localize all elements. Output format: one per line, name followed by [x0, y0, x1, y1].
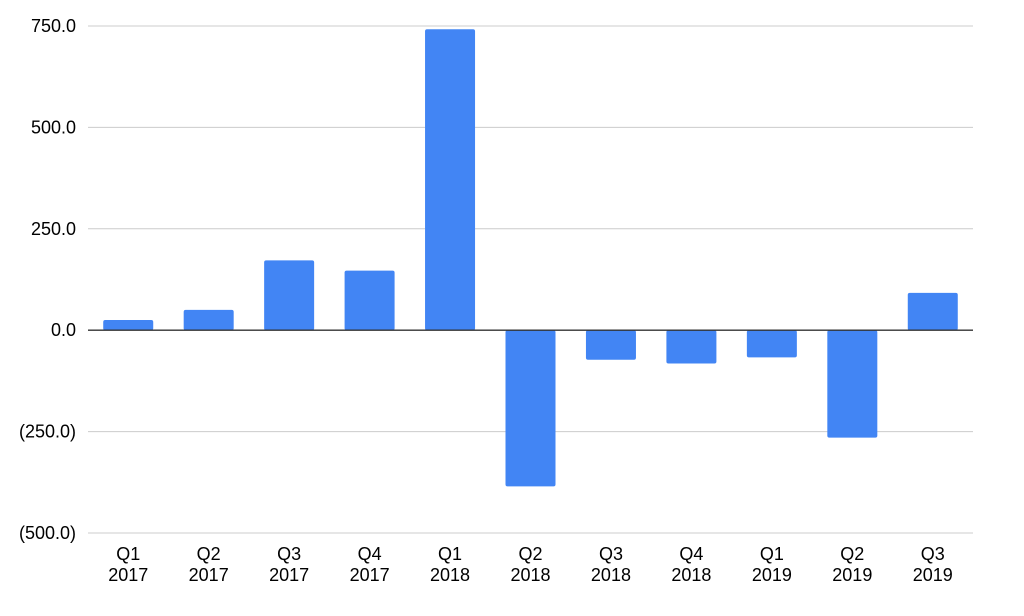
- x-tick-label: Q2 2019: [832, 544, 872, 585]
- y-tick-label: 750.0: [31, 16, 76, 36]
- bar: [344, 270, 395, 331]
- y-tick-label: (500.0): [19, 523, 76, 543]
- x-tick-label: Q1 2019: [752, 544, 792, 585]
- x-tick-label: Q1 2018: [430, 544, 470, 585]
- bar: [505, 330, 556, 487]
- x-tick-label: Q1 2017: [108, 544, 148, 585]
- bar: [907, 292, 958, 331]
- x-axis-ticks: Q1 2017 Q2 2017 Q3 2017 Q4 2017 Q1 2018 Q2 2018 Q3 20…: [108, 544, 953, 585]
- y-axis-ticks: 750.0 500.0 250.0 0.0 (250.0) (500.0): [19, 16, 76, 543]
- bar: [827, 330, 878, 438]
- bar: [183, 309, 234, 331]
- bar: [425, 29, 476, 331]
- y-tick-label: 500.0: [31, 117, 76, 137]
- bar: [585, 330, 636, 360]
- x-tick-label: Q2 2017: [189, 544, 229, 585]
- x-tick-label: Q2 2018: [510, 544, 550, 585]
- bar: [746, 330, 797, 358]
- x-tick-label: Q3 2019: [913, 544, 953, 585]
- y-tick-label: (250.0): [19, 422, 76, 442]
- y-tick-label: 250.0: [31, 219, 76, 239]
- bar: [103, 320, 154, 331]
- bar: [666, 330, 717, 364]
- gridlines: [88, 25, 973, 534]
- bars: [103, 29, 958, 487]
- y-tick-label: 0.0: [51, 320, 76, 340]
- x-tick-label: Q4 2018: [671, 544, 711, 585]
- x-tick-label: Q3 2017: [269, 544, 309, 585]
- x-tick-label: Q3 2018: [591, 544, 631, 585]
- bar: [264, 260, 315, 331]
- x-tick-label: Q4 2017: [350, 544, 390, 585]
